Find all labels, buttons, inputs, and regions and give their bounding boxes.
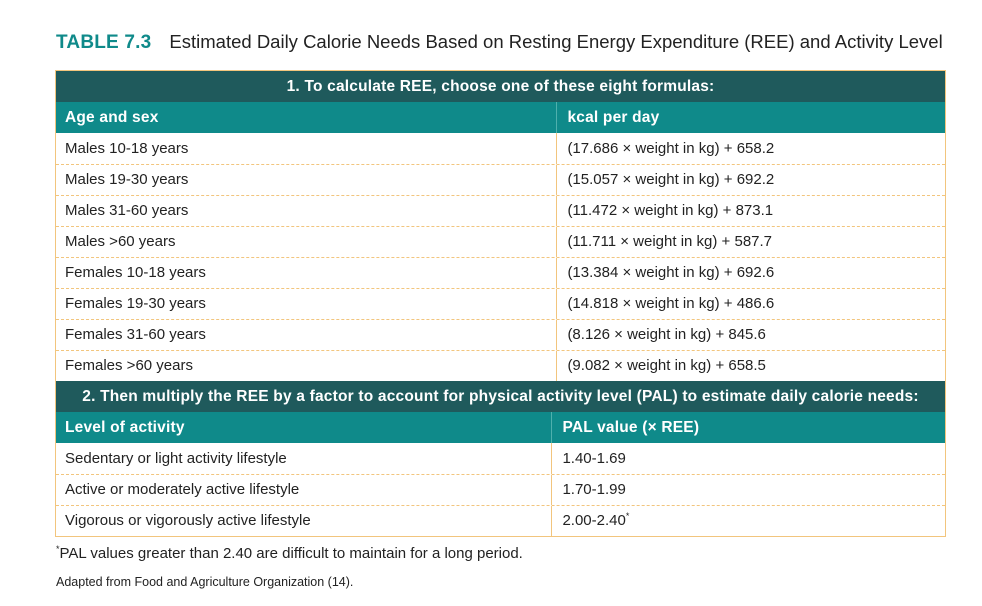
row-pal-value: 2.00-2.40: [562, 512, 626, 529]
section1-banner: 1. To calculate REE, choose one of these…: [56, 71, 945, 102]
row-formula: (13.384 × weight in kg) + 692.6: [556, 258, 945, 288]
row-label: Males >60 years: [65, 233, 176, 250]
table-row: Females >60 years (9.082 × weight in kg)…: [56, 350, 945, 381]
section1-body: Males 10-18 years (17.686 × weight in kg…: [56, 133, 945, 381]
table-row: Females 31-60 years (8.126 × weight in k…: [56, 319, 945, 350]
header-level-of-activity: Level of activity: [65, 419, 185, 436]
footnote-text: PAL values greater than 2.40 are difficu…: [59, 545, 523, 562]
row-formula: (9.082 × weight in kg) + 658.5: [556, 351, 945, 381]
table-row: Males 31-60 years (11.472 × weight in kg…: [56, 195, 945, 226]
row-label: Females 31-60 years: [65, 326, 206, 343]
header-pal-value: PAL value (× REE): [551, 412, 945, 443]
row-formula: (8.126 × weight in kg) + 845.6: [556, 320, 945, 350]
row-label: Females 19-30 years: [65, 295, 206, 312]
row-formula: (14.818 × weight in kg) + 486.6: [556, 289, 945, 319]
table-row: Females 10-18 years (13.384 × weight in …: [56, 257, 945, 288]
table-title: TABLE 7.3 Estimated Daily Calorie Needs …: [56, 31, 943, 57]
table-row: Sedentary or light activity lifestyle 1.…: [56, 443, 945, 474]
row-formula: (11.711 × weight in kg) + 587.7: [556, 227, 945, 257]
table-row: Active or moderately active lifestyle 1.…: [56, 474, 945, 505]
row-label: Active or moderately active lifestyle: [65, 481, 300, 498]
header-age-and-sex: Age and sex: [65, 109, 159, 126]
footnote-marker: *: [56, 544, 60, 554]
row-label: Females 10-18 years: [65, 264, 206, 281]
row-label: Sedentary or light activity lifestyle: [65, 450, 287, 467]
table-row: Males 10-18 years (17.686 × weight in kg…: [56, 133, 945, 164]
footnote-marker: *: [625, 511, 630, 521]
section2-header-row: Level of activity PAL value (× REE): [56, 412, 945, 443]
row-label: Vigorous or vigorously active lifestyle: [65, 512, 311, 529]
row-label: Males 10-18 years: [65, 140, 189, 157]
table-caption: Estimated Daily Calorie Needs Based on R…: [169, 31, 943, 52]
header-kcal-per-day: kcal per day: [556, 102, 945, 133]
section2-body: Sedentary or light activity lifestyle 1.…: [56, 443, 945, 536]
footnote: *PAL values greater than 2.40 are diffic…: [56, 544, 523, 563]
table-row: Males 19-30 years (15.057 × weight in kg…: [56, 164, 945, 195]
row-formula: (11.472 × weight in kg) + 873.1: [556, 196, 945, 226]
row-label: Females >60 years: [65, 357, 193, 374]
table-number: TABLE 7.3: [56, 32, 152, 53]
row-formula: (15.057 × weight in kg) + 692.2: [556, 165, 945, 195]
row-pal-value-cell: 2.00-2.40*: [551, 506, 945, 536]
source-note: Adapted from Food and Agriculture Organi…: [56, 575, 354, 589]
row-label: Males 19-30 years: [65, 171, 189, 188]
section2-banner: 2. Then multiply the REE by a factor to …: [56, 381, 945, 412]
calorie-table: 1. To calculate REE, choose one of these…: [55, 70, 946, 537]
row-pal-value: 1.40-1.69: [551, 443, 945, 474]
table-row: Females 19-30 years (14.818 × weight in …: [56, 288, 945, 319]
row-label: Males 31-60 years: [65, 202, 189, 219]
row-pal-value: 1.70-1.99: [551, 475, 945, 505]
table-row: Vigorous or vigorously active lifestyle …: [56, 505, 945, 536]
table-row: Males >60 years (11.711 × weight in kg) …: [56, 226, 945, 257]
row-formula: (17.686 × weight in kg) + 658.2: [556, 133, 945, 164]
section1-header-row: Age and sex kcal per day: [56, 102, 945, 133]
